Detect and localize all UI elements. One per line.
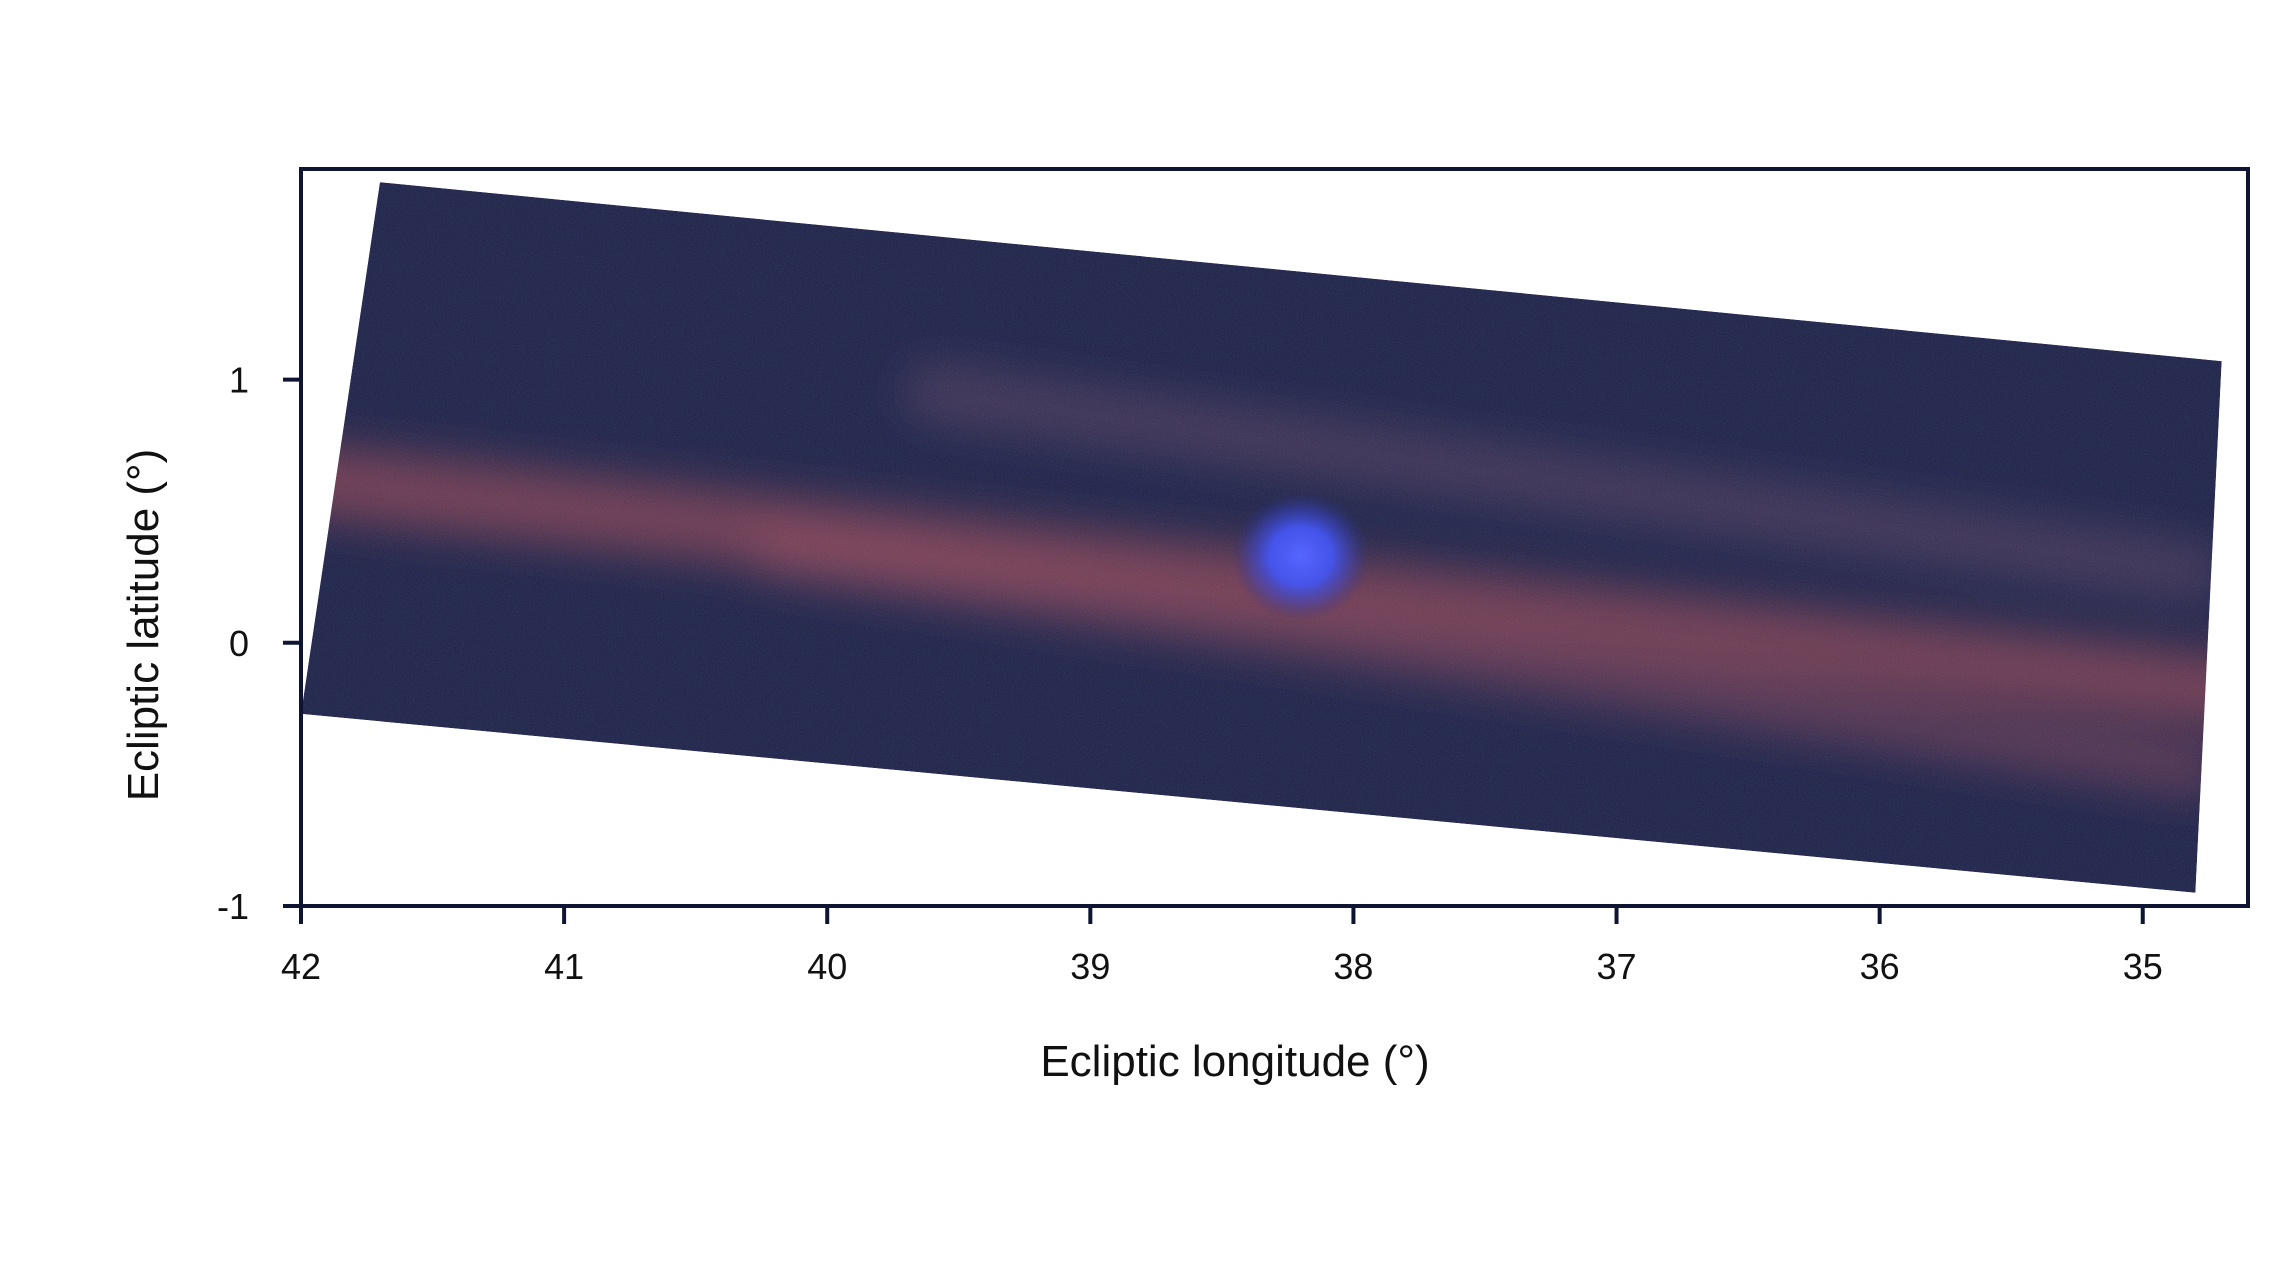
plot-frame <box>299 167 2250 908</box>
y-axis-label: Ecliptic latitude (°) <box>119 449 168 802</box>
y-tick-label: 1 <box>229 360 249 401</box>
x-tick-label: 35 <box>2123 946 2163 987</box>
x-tick-label: 38 <box>1333 946 1373 987</box>
x-axis-label: Ecliptic longitude (°) <box>1040 1037 1429 1086</box>
x-tick-label: 41 <box>544 946 584 987</box>
y-tick-label: 0 <box>229 623 249 664</box>
x-tick-label: 37 <box>1597 946 1637 987</box>
x-tick-label: 40 <box>807 946 847 987</box>
y-tick-label: -1 <box>217 886 249 927</box>
x-axis: 42 41 40 39 38 37 36 35 <box>281 906 2163 987</box>
x-tick-label: 42 <box>281 946 321 987</box>
x-tick-label: 36 <box>1860 946 1900 987</box>
bright-source <box>1230 490 1371 621</box>
x-tick-label: 39 <box>1070 946 1110 987</box>
y-axis: -1 0 1 <box>217 360 301 927</box>
